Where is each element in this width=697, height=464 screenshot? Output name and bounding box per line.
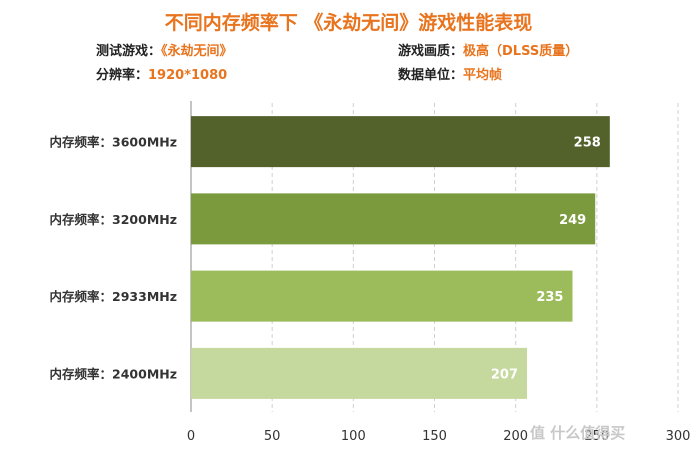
- test-game-info: 测试游戏：《永劫无间》: [96, 40, 233, 59]
- data-label: 258: [574, 136, 601, 151]
- game-quality-label: 游戏画质：: [398, 44, 464, 59]
- data-label: 207: [491, 367, 518, 382]
- x-tick-label: 250: [584, 429, 609, 444]
- game-quality-info: 游戏画质：极高（DLSS质量）: [398, 40, 578, 59]
- x-tick-label: 150: [422, 429, 447, 444]
- x-tick-label: 200: [503, 429, 528, 444]
- data-label: 249: [559, 213, 586, 228]
- resolution-info: 分辨率：1920*1080: [96, 64, 227, 83]
- test-game-label: 测试游戏：: [96, 44, 162, 59]
- data-unit-info: 数据单位：平均帧: [398, 64, 502, 83]
- data-label: 235: [536, 290, 563, 305]
- watermark: 值 什么值得买: [530, 424, 626, 442]
- x-tick-label: 0: [187, 429, 195, 444]
- test-game-value: 《永劫无间》: [161, 44, 233, 59]
- bar: [191, 270, 573, 322]
- resolution-label: 分辨率：: [96, 68, 149, 83]
- game-quality-value: 极高（DLSS质量）: [463, 44, 579, 59]
- category-label: 内存频率：2933MHz: [50, 289, 177, 304]
- resolution-value: 1920*1080: [148, 68, 228, 83]
- data-unit-value: 平均帧: [463, 68, 503, 83]
- category-label: 内存频率：3600MHz: [50, 135, 177, 150]
- bar: [191, 193, 596, 245]
- bar: [191, 116, 610, 168]
- x-tick-label: 50: [264, 429, 281, 444]
- bar: [191, 347, 528, 399]
- data-unit-label: 数据单位：: [398, 68, 464, 83]
- category-label: 内存频率：3200MHz: [50, 212, 177, 227]
- category-label: 内存频率：2400MHz: [50, 366, 177, 381]
- chart-title: 不同内存频率下 《永劫无间》游戏性能表现: [164, 12, 533, 34]
- x-tick-label: 300: [666, 429, 691, 444]
- x-tick-label: 100: [341, 429, 366, 444]
